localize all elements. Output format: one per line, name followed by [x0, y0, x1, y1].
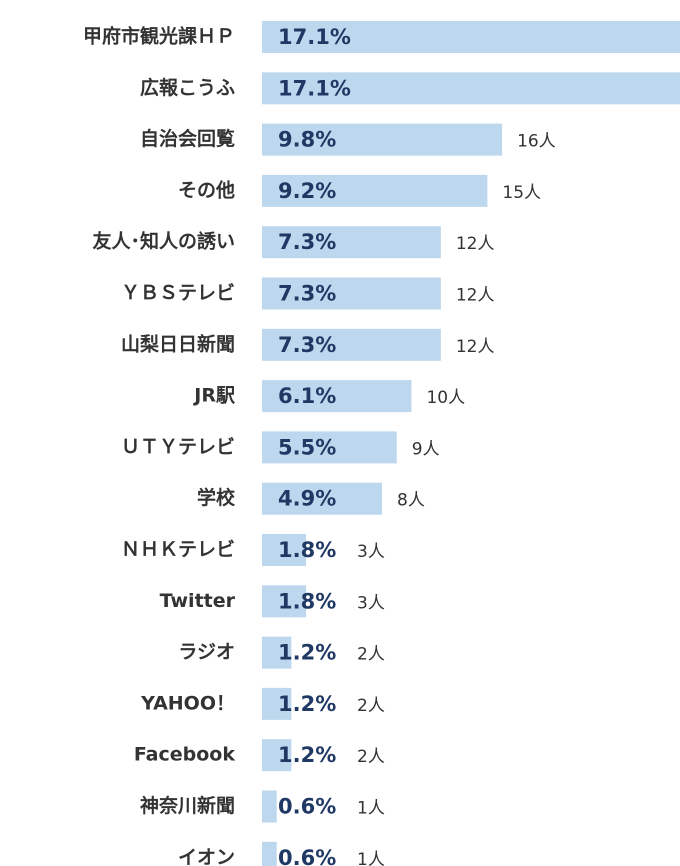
- count-label: 9人: [412, 439, 440, 459]
- bar: [262, 739, 292, 772]
- value-label: 1.2%: [278, 641, 336, 665]
- value-label: 0.6%: [278, 846, 336, 866]
- category-label: Twitter: [160, 590, 236, 612]
- category-label: Facebook: [134, 744, 236, 766]
- count-label: 2人: [357, 747, 385, 767]
- category-label: 甲府市観光課ＨＰ: [83, 25, 235, 48]
- category-label: その他: [178, 178, 235, 201]
- count-label: 16人: [517, 132, 556, 152]
- count-label: 1人: [357, 850, 385, 866]
- bar: [262, 534, 307, 566]
- category-label: 友人･知人の誘い: [92, 230, 235, 253]
- bar: [262, 277, 441, 310]
- bar: [262, 328, 441, 361]
- category-label: ラジオ: [178, 641, 235, 663]
- category-label: 神奈川新聞: [140, 794, 235, 817]
- value-label: 1.8%: [278, 589, 336, 613]
- category-label: YAHOO！: [140, 692, 235, 714]
- count-label: 3人: [357, 542, 385, 562]
- count-label: 1人: [357, 799, 385, 819]
- value-label: 0.6%: [278, 795, 336, 819]
- count-label: 2人: [357, 645, 385, 665]
- category-label: JR駅: [192, 385, 236, 407]
- value-label: 6.1%: [278, 384, 336, 408]
- value-label: 7.3%: [278, 282, 336, 306]
- value-label: 1.2%: [278, 692, 336, 716]
- category-label: イオン: [178, 846, 235, 866]
- value-label: 5.5%: [278, 435, 336, 459]
- category-label: ＹＢＳテレビ: [121, 282, 235, 304]
- bar: [262, 380, 412, 413]
- bar: [262, 482, 383, 515]
- category-label: ＵＴＹテレビ: [121, 436, 235, 458]
- category-label: 広報こうふ: [140, 76, 235, 99]
- bar: [262, 687, 292, 720]
- value-label: 17.1%: [278, 25, 351, 49]
- count-label: 3人: [357, 593, 385, 613]
- count-label: 12人: [456, 234, 495, 254]
- count-label: 12人: [456, 337, 495, 357]
- value-label: 17.1%: [278, 76, 351, 100]
- bar: [262, 226, 441, 259]
- bar: [262, 585, 307, 618]
- bar: [262, 431, 397, 464]
- bar: [262, 21, 680, 53]
- count-label: 8人: [397, 491, 425, 511]
- bar: [262, 72, 680, 105]
- value-label: 9.2%: [278, 179, 336, 203]
- category-label: 自治会回覧: [140, 127, 235, 150]
- bar: [262, 841, 277, 866]
- value-label: 1.8%: [278, 538, 336, 562]
- bar: [262, 174, 488, 207]
- value-label: 1.2%: [278, 743, 336, 767]
- value-label: 7.3%: [278, 333, 336, 357]
- value-label: 7.3%: [278, 230, 336, 254]
- count-label: 12人: [456, 286, 495, 306]
- value-label: 4.9%: [278, 487, 336, 511]
- bar: [262, 790, 277, 823]
- category-label: 山梨日日新聞: [121, 332, 235, 355]
- bar: [262, 636, 292, 669]
- count-label: 2人: [357, 696, 385, 716]
- count-label: 10人: [426, 388, 465, 408]
- count-label: 15人: [502, 183, 541, 203]
- category-label: ＮＨＫテレビ: [121, 539, 235, 561]
- value-label: 9.8%: [278, 128, 336, 152]
- category-label: 学校: [197, 486, 236, 509]
- bar: [262, 123, 503, 156]
